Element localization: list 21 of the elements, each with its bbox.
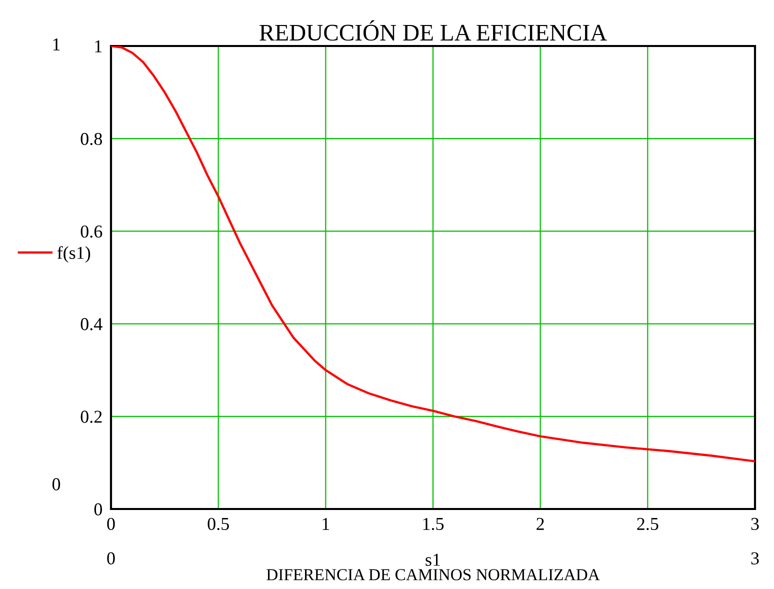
text: 0 xyxy=(107,552,115,564)
x-tick-label: 0.5 xyxy=(208,518,229,530)
x-tick-label: 2 xyxy=(536,518,544,530)
x-tick-label: 0 xyxy=(107,518,115,530)
y-tick-label: 0.6 xyxy=(80,225,102,238)
y-tick-label: 1 xyxy=(95,40,102,52)
x-tick-label: 3 xyxy=(751,518,759,530)
x-axis-title: s1 xyxy=(426,554,440,566)
x-tick-label: 2.5 xyxy=(637,518,658,530)
legend-label: f(s1) xyxy=(57,246,90,263)
y-tick-label: 0.4 xyxy=(80,318,102,330)
text: 3 xyxy=(751,552,759,564)
x-tick-label: 1 xyxy=(322,518,330,530)
text: DIFERENCIA DE CAMINOS NORMALIZADA xyxy=(266,569,600,580)
y-tick-label: 0.8 xyxy=(80,132,102,146)
text: 0 xyxy=(52,478,60,490)
chart-title: REDUCCIÓN DE LA EFICIENCIA xyxy=(260,20,607,41)
x-tick-label: 1.5 xyxy=(423,518,444,530)
y-tick-label: 0 xyxy=(94,503,102,516)
text: 1 xyxy=(53,38,60,50)
y-tick-label: 0.2 xyxy=(80,410,102,423)
